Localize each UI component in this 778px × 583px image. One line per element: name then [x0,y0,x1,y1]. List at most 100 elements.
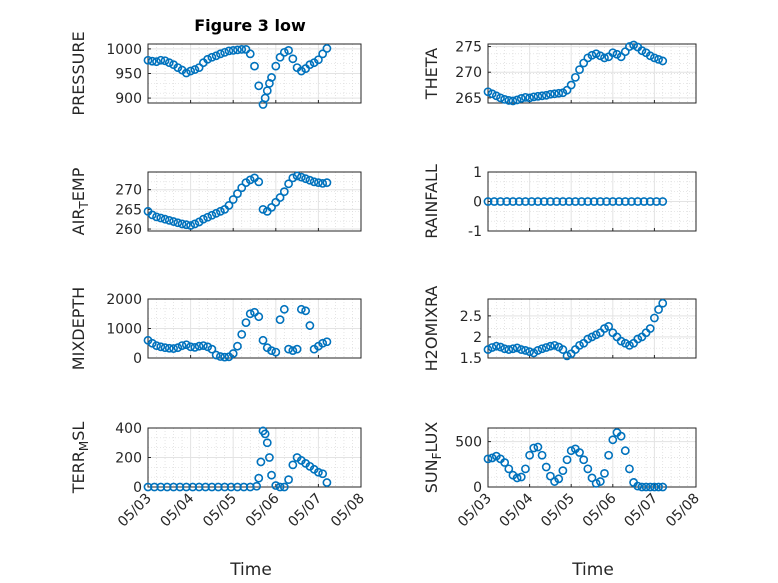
data-point [228,45,238,55]
data-point [616,52,626,62]
y-tick-label: 400 [115,421,142,437]
data-point [267,346,276,356]
data-point [575,448,584,457]
data-point [587,473,597,483]
data-point [322,178,332,188]
data-point [284,475,293,485]
y-axis-label: RAINFALL [422,164,441,239]
data-point [164,343,174,353]
data-point [587,332,597,342]
data-point [533,442,543,452]
data-point [181,220,191,230]
data-point [546,197,555,206]
data-point [600,324,609,333]
data-point [539,197,549,206]
axes-box [487,43,697,104]
data-point [508,197,518,206]
panel-mixdepth: 0 1000 2000 MIXDEPTH [69,287,362,370]
data-point [284,344,293,354]
axes-box [487,427,697,488]
data-point [575,65,584,75]
data-point [562,85,572,95]
data-point [254,473,264,483]
data-point [491,341,501,351]
data-point [245,309,255,319]
data-point [203,342,213,352]
data-point [589,197,599,206]
data-point [645,482,655,492]
data-point [149,482,159,492]
data-point [318,179,328,188]
data-point [201,482,210,492]
data-point [292,171,302,181]
data-point [275,315,285,325]
data-point [654,54,663,64]
data-point [583,334,593,344]
data-point [233,341,242,351]
data-point [639,197,649,206]
data-point [525,347,534,357]
data-point [284,45,293,55]
data-point [658,298,668,308]
data-point [516,93,526,103]
data-point [190,342,200,352]
data-point [152,57,161,67]
y-tick-label: 0 [473,480,482,496]
data-point [654,305,663,314]
data-point [322,478,332,487]
data-point [537,91,547,101]
x-tick-label: 05/06 [580,490,620,530]
axes-box [487,298,697,359]
y-axis-label: SUNFLUX [422,422,444,494]
data-point [516,345,526,354]
data-point [504,464,514,474]
data-point [207,210,217,220]
data-point [313,467,323,477]
data-point [241,318,251,327]
data-point [309,177,319,187]
data-point [177,341,187,351]
series-markers [143,304,332,362]
data-point [267,202,276,212]
major-grid [488,299,696,358]
data-point [220,482,230,492]
major-grid [488,428,696,487]
data-point [216,49,225,59]
data-point [203,54,213,64]
data-point [500,344,510,354]
data-point [318,49,328,59]
y-tick-label: 275 [455,40,482,56]
data-point [220,47,230,57]
data-point [512,95,522,105]
figure-title: Figure 3 low [194,16,306,35]
data-point [143,482,153,492]
y-tick-label: 260 [115,222,142,238]
axes-box [147,171,362,232]
panel-air-temp: 260 265 270 AIRTEMP [69,167,362,238]
x-tick-label: 05/05 [538,491,578,531]
data-point [500,458,510,467]
data-point [279,482,289,492]
data-point [508,96,518,106]
data-point [512,473,522,483]
data-point [521,464,530,474]
data-point [566,446,576,456]
data-point [570,197,580,206]
series-markers [143,426,332,492]
data-point [156,55,166,65]
series-markers [483,298,668,361]
data-point [595,197,605,206]
panel-terr-msl: 0 200 400 05/03 05/04 05/05 05/06 05/07 05/08 TER… [69,421,368,530]
data-point [633,481,643,491]
data-point [279,187,289,197]
data-point [591,49,601,59]
data-point [318,469,328,479]
data-point [554,88,564,98]
data-point [620,197,630,206]
data-point [650,313,659,323]
data-point [233,189,242,199]
data-point [160,56,170,66]
y-axis-label: TERRMSL [69,422,91,495]
data-point [633,197,643,206]
data-point [516,472,526,482]
